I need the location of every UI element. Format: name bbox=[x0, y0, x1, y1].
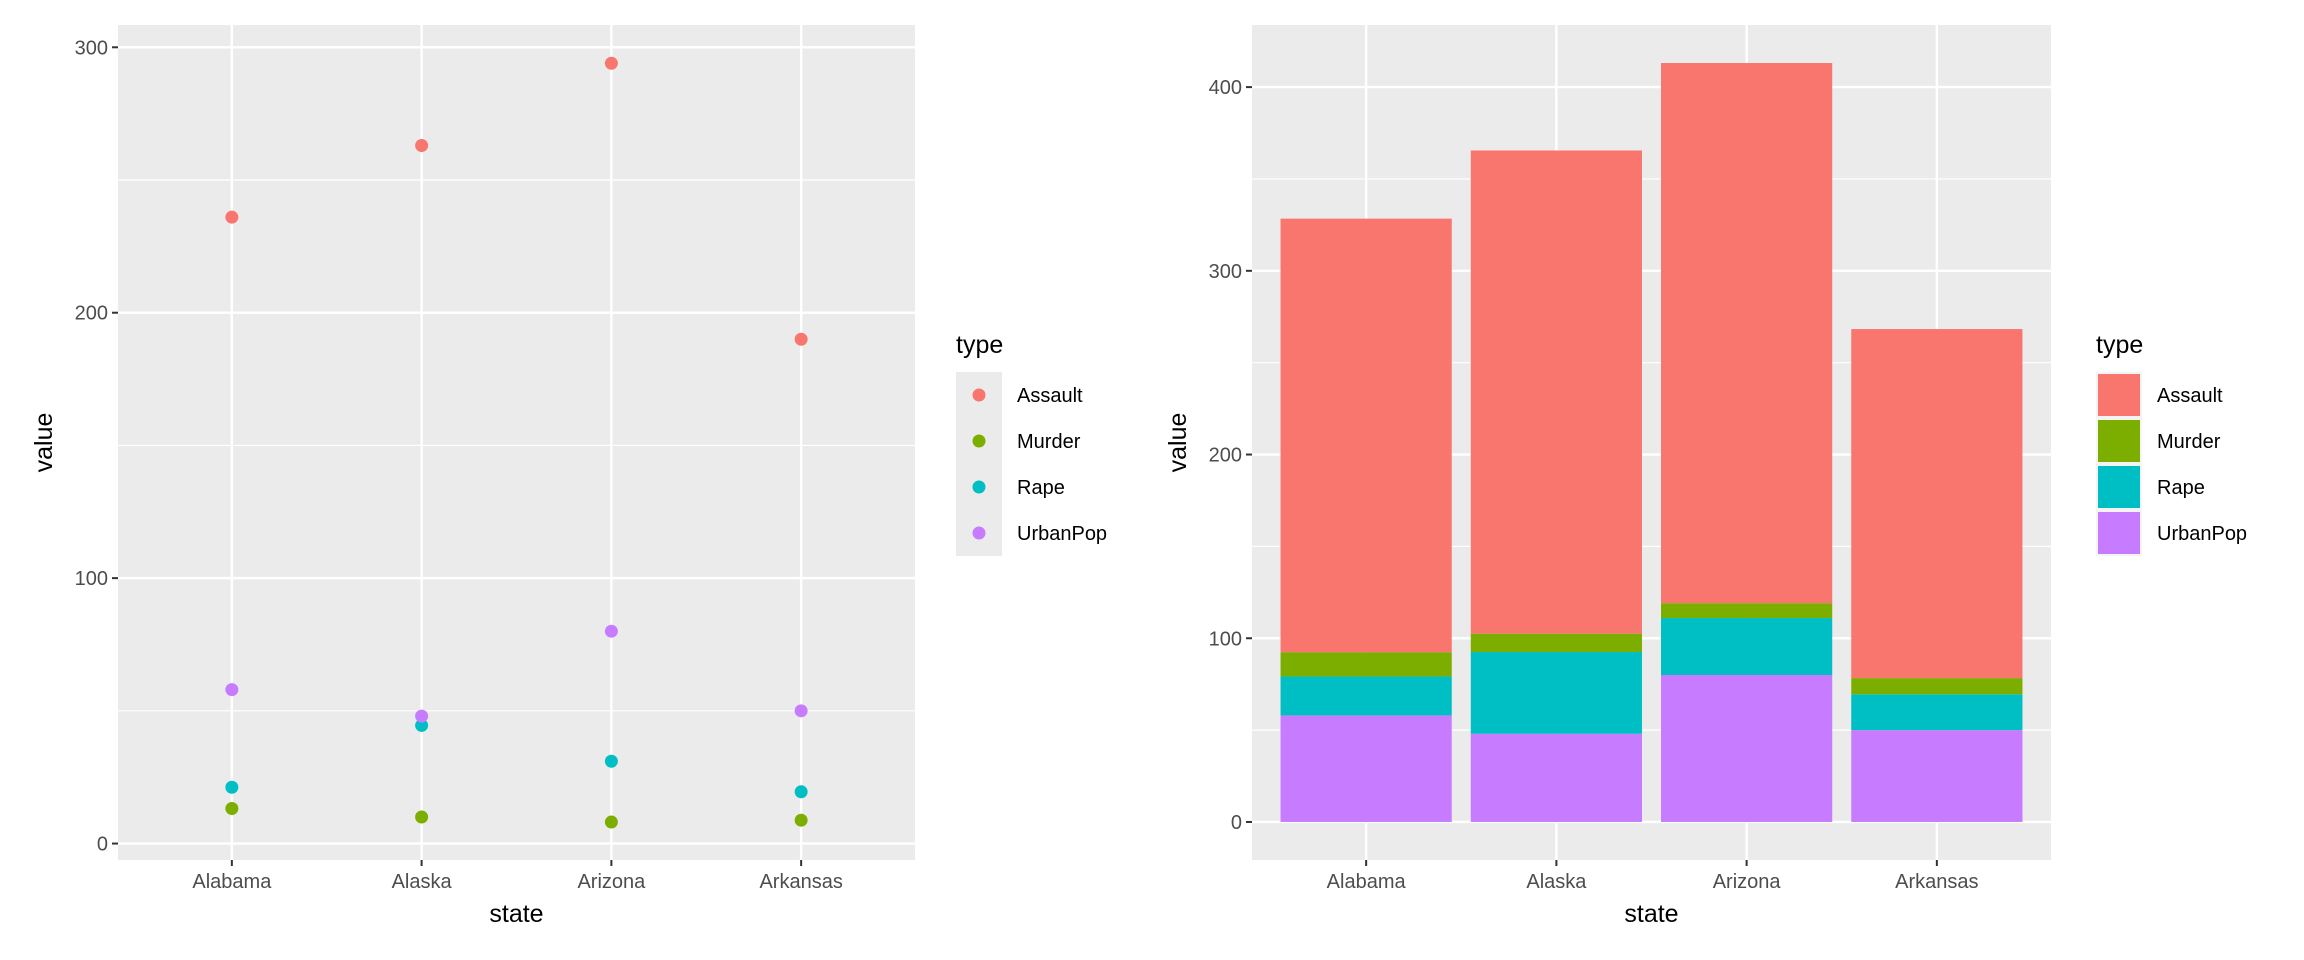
point-assault bbox=[794, 332, 808, 346]
point-assault bbox=[415, 138, 429, 152]
point-murder bbox=[225, 802, 239, 816]
point-rape bbox=[415, 718, 429, 732]
bar-segment-murder bbox=[1280, 652, 1452, 677]
legend-label: Murder bbox=[2157, 431, 2221, 453]
y-tick-label: 400 bbox=[1209, 77, 1242, 99]
y-tick-label: 300 bbox=[75, 37, 108, 59]
bar-segment-assault bbox=[1280, 218, 1452, 653]
legend-label: Assault bbox=[1017, 385, 1083, 407]
bar-segment-murder bbox=[1661, 603, 1833, 619]
legend-label: Assault bbox=[2157, 385, 2223, 407]
y-axis-title: value bbox=[1164, 413, 1192, 473]
y-axis-title: value bbox=[30, 413, 58, 473]
point-assault bbox=[604, 56, 618, 70]
bar-segment-urbanpop bbox=[1470, 733, 1642, 822]
legend-point-assault bbox=[972, 388, 986, 402]
y-tick-label: 100 bbox=[75, 568, 108, 590]
y-tick-label: 200 bbox=[75, 303, 108, 325]
y-tick-label: 300 bbox=[1209, 261, 1242, 283]
x-tick-label: Alaska bbox=[1526, 871, 1587, 893]
legend-label: Murder bbox=[1017, 431, 1081, 453]
point-murder bbox=[604, 815, 618, 829]
x-axis-title: state bbox=[489, 900, 543, 928]
point-urbanpop bbox=[794, 704, 808, 718]
legend-point-urbanpop bbox=[972, 526, 986, 540]
bar-segment-rape bbox=[1470, 652, 1642, 734]
legend: type Assault Murder Rape UrbanPop bbox=[956, 331, 1107, 556]
bar-segment-rape bbox=[1661, 618, 1833, 675]
x-tick-label: Alaska bbox=[392, 871, 453, 893]
point-urbanpop bbox=[225, 683, 239, 697]
bar-segment-murder bbox=[1470, 633, 1642, 653]
legend-label: UrbanPop bbox=[1017, 523, 1107, 545]
bar-segment-murder bbox=[1851, 678, 2023, 695]
point-rape bbox=[604, 754, 618, 768]
x-tick-label: Arizona bbox=[1713, 871, 1782, 893]
x-tick-label: Arkansas bbox=[1895, 871, 1978, 893]
legend-title: type bbox=[956, 331, 1003, 359]
legend-swatch-murder bbox=[2096, 418, 2142, 464]
x-tick-label: Alabama bbox=[192, 871, 272, 893]
legend-label: UrbanPop bbox=[2157, 523, 2247, 545]
bar-segment-assault bbox=[1851, 329, 2023, 679]
scatter-plot: 0 100 200 300 Alabama Alaska Arizona Arkansas st… bbox=[30, 25, 1107, 928]
bar-segment-rape bbox=[1280, 676, 1452, 716]
point-assault bbox=[225, 210, 239, 224]
legend: type Assault Murder Rape UrbanPop bbox=[2096, 331, 2247, 556]
stacked-bar-plot: 0 100 200 300 400 Alabama Alaska Arizona Arkansa… bbox=[1164, 25, 2247, 928]
x-tick-label: Arizona bbox=[577, 871, 646, 893]
point-rape bbox=[225, 780, 239, 794]
x-tick-label: Alabama bbox=[1327, 871, 1407, 893]
bar-segment-assault bbox=[1470, 150, 1642, 634]
legend-label: Rape bbox=[2157, 477, 2205, 499]
legend-point-rape bbox=[972, 480, 986, 494]
legend-swatch-assault bbox=[2096, 372, 2142, 418]
y-tick-label: 0 bbox=[97, 834, 108, 856]
legend-label: Rape bbox=[1017, 477, 1065, 499]
point-murder bbox=[415, 810, 429, 824]
legend-title: type bbox=[2096, 331, 2143, 359]
legend-swatch-rape bbox=[2096, 464, 2142, 510]
bar-segment-assault bbox=[1661, 63, 1833, 604]
bar-segment-rape bbox=[1851, 694, 2023, 731]
bar-segment-urbanpop bbox=[1661, 674, 1833, 822]
legend-point-murder bbox=[972, 434, 986, 448]
legend-swatch-urbanpop bbox=[2096, 510, 2142, 556]
x-axis-title: state bbox=[1624, 900, 1678, 928]
point-murder bbox=[794, 813, 808, 827]
point-urbanpop bbox=[604, 624, 618, 638]
panel-background bbox=[118, 25, 915, 860]
bar-segment-urbanpop bbox=[1280, 715, 1452, 822]
point-rape bbox=[794, 785, 808, 799]
y-tick-label: 100 bbox=[1209, 628, 1242, 650]
y-tick-label: 200 bbox=[1209, 445, 1242, 467]
point-urbanpop bbox=[415, 709, 429, 723]
y-tick-label: 0 bbox=[1231, 812, 1242, 834]
bar-segment-urbanpop bbox=[1851, 730, 2023, 822]
x-tick-label: Arkansas bbox=[759, 871, 842, 893]
